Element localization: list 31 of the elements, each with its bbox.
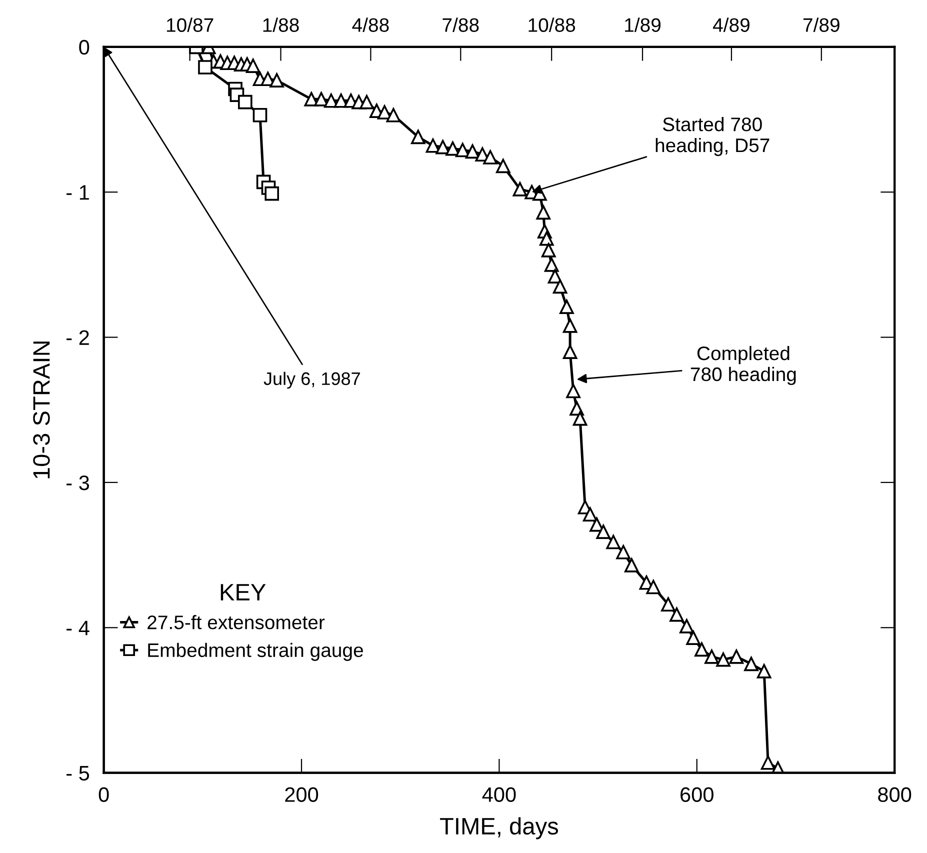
- x-tick-label: 600: [680, 787, 714, 802]
- y-tick-label: - 4: [66, 620, 90, 636]
- x2-tick-label: 1/88: [263, 18, 299, 32]
- x-tick-label: 0: [98, 787, 109, 802]
- point: [198, 60, 212, 74]
- y-tick-label: - 1: [66, 185, 89, 200]
- point: [252, 108, 268, 122]
- x2-tick-label: 7/89: [803, 18, 840, 32]
- legend-title: KEY: [220, 584, 266, 600]
- x-axis-title: TIME, days: [440, 817, 558, 840]
- y-tick-label: - 2: [66, 330, 89, 345]
- x2-tick-label: 4/88: [352, 18, 389, 32]
- point: [264, 186, 280, 201]
- x-tick-label: 200: [285, 787, 318, 802]
- x2-tick-label: 1/89: [625, 18, 661, 32]
- x2-tick-label: 10/87: [166, 18, 214, 32]
- y-axis-title: 10-3 STRAIN: [33, 342, 50, 478]
- x-tick-label: 400: [482, 787, 516, 802]
- annotation: Started 780 heading, D57: [656, 117, 770, 156]
- y-tick-label: - 5: [66, 766, 90, 781]
- x2-tick-label: 7/88: [442, 18, 479, 32]
- legend-label: Embedment strain gauge: [148, 642, 363, 661]
- annotation: July 6, 1987: [264, 372, 360, 389]
- y-tick-label: - 3: [66, 475, 90, 490]
- x2-tick-label: 4/89: [712, 18, 750, 32]
- x2-tick-label: 10/88: [528, 18, 576, 32]
- point: [238, 94, 252, 110]
- x-tick-label: 800: [878, 787, 912, 802]
- y-tick-label: 0: [79, 40, 90, 55]
- annotation: Completed 780 heading: [690, 346, 796, 386]
- legend-label: 27.5-ft extensometer: [148, 615, 325, 630]
